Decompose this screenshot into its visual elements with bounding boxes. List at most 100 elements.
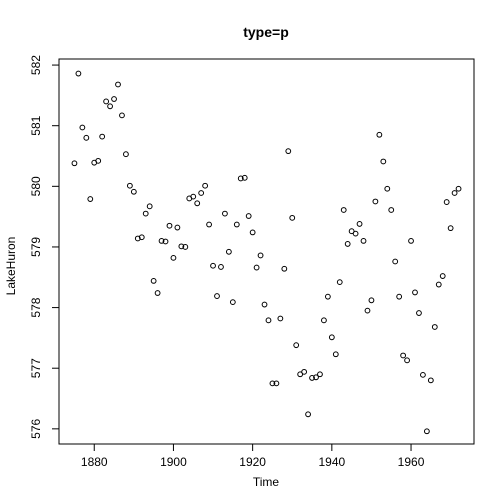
data-point: [431, 324, 438, 330]
data-point: [75, 70, 82, 77]
data-point: [435, 281, 442, 288]
data-point: [427, 377, 434, 384]
data-point: [123, 151, 129, 158]
data-point: [126, 182, 133, 189]
data-point: [356, 221, 363, 227]
y-tick-label: 580: [29, 176, 43, 196]
data-point: [71, 160, 78, 167]
y-tick-label: 578: [29, 297, 43, 317]
data-point: [455, 185, 462, 192]
data-point: [388, 207, 395, 213]
y-tick-label: 576: [29, 419, 43, 439]
data-point: [301, 368, 308, 375]
data-point: [130, 188, 137, 195]
x-axis-label: Time: [253, 475, 280, 489]
data-point: [146, 203, 153, 210]
data-point: [281, 265, 288, 272]
data-point: [111, 96, 117, 102]
data-point: [241, 174, 248, 181]
chart-title: type=p: [243, 24, 289, 40]
y-tick-label: 582: [29, 55, 43, 75]
data-point: [138, 234, 145, 241]
data-point: [324, 293, 331, 300]
data-point: [396, 293, 403, 300]
data-point: [408, 237, 414, 244]
data-point: [119, 112, 125, 119]
data-point: [162, 238, 169, 245]
data-point: [190, 193, 197, 200]
data-point: [368, 297, 375, 304]
data-point: [380, 158, 387, 165]
y-tick-label: 579: [29, 237, 43, 257]
data-point: [99, 133, 106, 140]
data-point: [218, 264, 224, 270]
data-point: [178, 243, 185, 250]
data-point: [170, 254, 177, 261]
data-point: [416, 310, 422, 316]
data-point: [443, 199, 450, 205]
x-tick-label: 1900: [160, 455, 187, 469]
data-point: [317, 371, 323, 378]
data-point: [352, 230, 359, 237]
data-point: [420, 371, 426, 378]
data-point: [336, 279, 343, 286]
data-point: [404, 357, 410, 364]
data-point: [198, 190, 205, 196]
data-point: [210, 262, 216, 269]
data-point: [154, 290, 161, 296]
data-point: [249, 229, 256, 236]
data-point: [103, 98, 110, 105]
data-point: [158, 237, 165, 244]
data-point: [293, 342, 300, 349]
data-point: [222, 210, 228, 217]
data-point: [225, 248, 232, 255]
data-point: [166, 222, 173, 229]
x-tick-label: 1940: [318, 455, 345, 469]
data-point: [245, 213, 252, 219]
data-point: [328, 334, 335, 341]
y-tick-label: 577: [29, 358, 43, 378]
data-point: [309, 375, 315, 381]
data-point: [79, 124, 86, 131]
data-point: [257, 252, 264, 259]
data-point: [344, 241, 351, 247]
x-tick-label: 1880: [81, 455, 108, 469]
x-axis: 1880 1900 1920 1940 1960: [81, 443, 425, 469]
data-point: [273, 380, 280, 387]
data-point: [447, 225, 454, 232]
data-point: [83, 134, 90, 141]
data-point: [364, 307, 371, 314]
data-point: [305, 411, 311, 418]
data-point: [253, 264, 260, 271]
data-point: [360, 237, 367, 244]
data-point: [261, 301, 268, 308]
data-point: [214, 293, 220, 299]
data-point: [95, 157, 102, 164]
data-point: [321, 317, 327, 324]
data-point: [233, 221, 240, 228]
data-point: [202, 182, 209, 189]
data-points: [71, 70, 462, 435]
data-point: [372, 198, 379, 205]
data-point: [87, 196, 94, 202]
y-tick-label: 581: [29, 115, 43, 135]
data-point: [229, 299, 236, 306]
data-point: [285, 148, 292, 155]
data-point: [115, 81, 121, 88]
data-point: [376, 131, 383, 138]
y-axis: 576 577 578 579 580 581 582: [29, 55, 60, 439]
data-point: [313, 374, 319, 381]
data-point: [265, 317, 272, 324]
data-point: [439, 273, 446, 279]
data-point: [332, 351, 339, 358]
data-point: [134, 235, 141, 242]
data-point: [340, 207, 347, 213]
x-tick-label: 1920: [239, 455, 266, 469]
data-point: [289, 214, 296, 221]
plot-frame: [58, 58, 475, 445]
data-point: [182, 244, 189, 250]
data-point: [400, 352, 407, 359]
data-point: [150, 278, 157, 284]
y-axis-label: LakeHuron: [4, 237, 18, 296]
